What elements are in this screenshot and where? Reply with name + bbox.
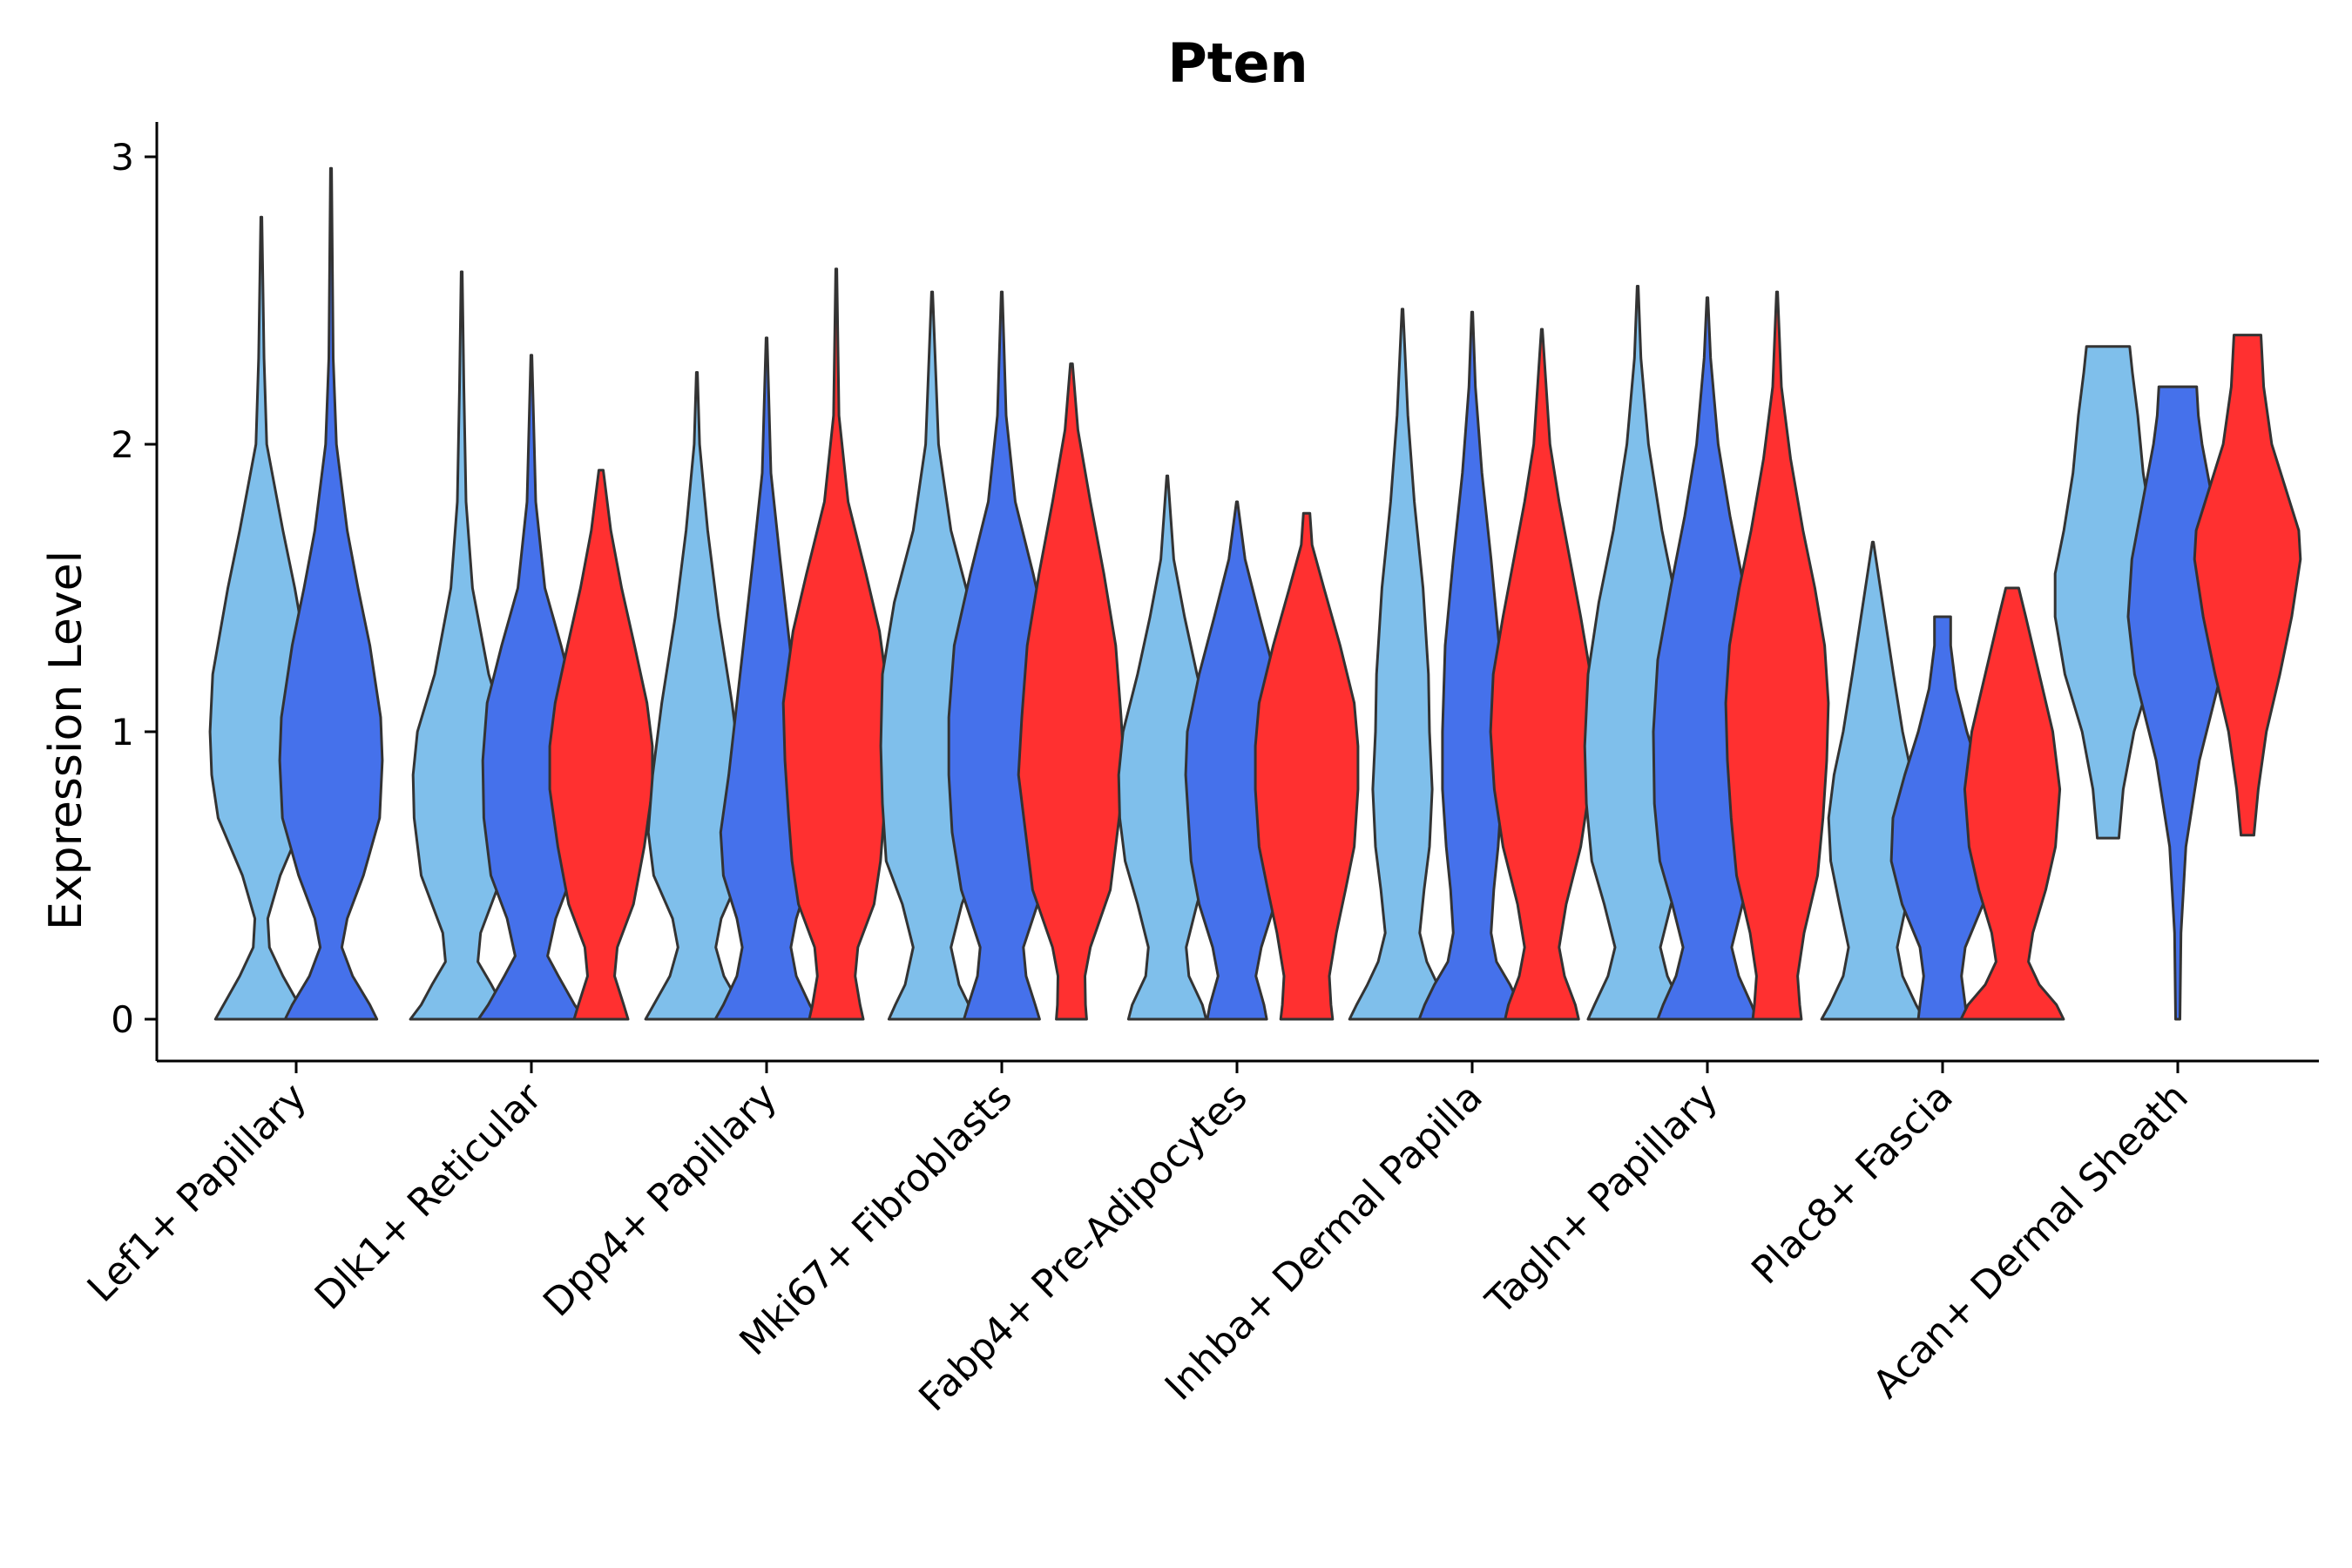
y-tick-label: 2 xyxy=(111,423,134,466)
violin-inhba-dermal-papilla-2 xyxy=(1417,310,1527,1021)
violin-dpp4-papillary-1 xyxy=(644,371,750,1021)
violin-inhba-dermal-papilla-3 xyxy=(1489,328,1595,1021)
y-tick-label: 0 xyxy=(111,998,134,1041)
x-tick-label: Dlk1+ Reticular xyxy=(307,1074,551,1319)
x-tick-label: Dpp4+ Papillary xyxy=(535,1075,786,1326)
violin-tagln-papillary-3 xyxy=(1724,290,1830,1021)
x-tick-label: Lef1+ Papillary xyxy=(79,1075,315,1311)
violin-acan-dermal-sheath-3 xyxy=(2193,334,2302,837)
violin-dlk1-reticular-3 xyxy=(548,469,654,1021)
x-tick-label: Plac8+ Fascia xyxy=(1743,1075,1962,1294)
violin-inhba-dermal-papilla-1 xyxy=(1348,308,1457,1021)
violin-dlk1-reticular-1 xyxy=(409,270,515,1021)
chart-title: Pten xyxy=(1167,31,1308,95)
y-tick-label: 1 xyxy=(111,711,134,754)
x-tick-label: Tagln+ Papillary xyxy=(1477,1075,1727,1324)
violins-layer xyxy=(208,166,2302,1021)
y-tick-label: 3 xyxy=(111,136,134,179)
violin-lef1-papillary-2 xyxy=(278,166,384,1021)
violin-fabp4-pre-adipocytes-3 xyxy=(1254,511,1360,1021)
violin-dpp4-papillary-3 xyxy=(781,267,891,1021)
violin-plac8-fascia-3 xyxy=(1959,586,2065,1021)
violin-mki67-fibroblasts-3 xyxy=(1017,362,1126,1021)
